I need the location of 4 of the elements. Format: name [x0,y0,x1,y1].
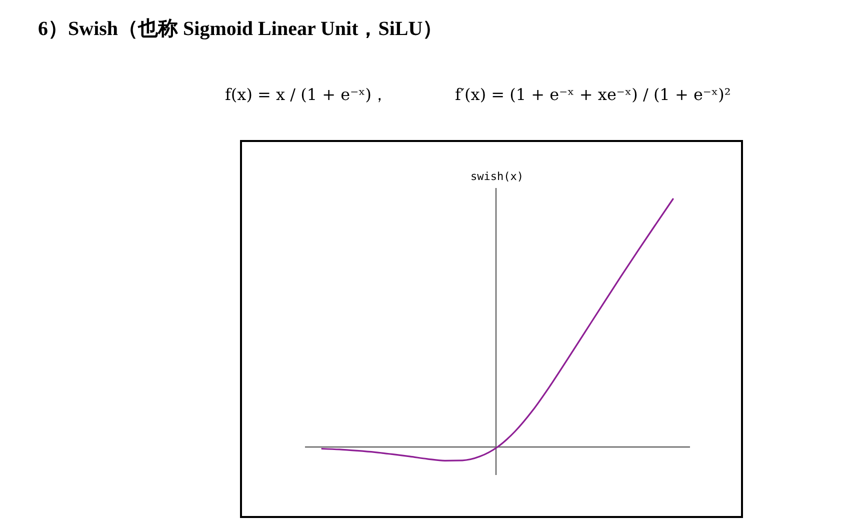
text: f(x) = x / (1 + e⁻ˣ)， [225,85,388,104]
y-axis-title: swish(x) [470,170,524,183]
chart-title: 6）Swish（也称 Sigmoid Linear Unit，SiLU） [38,18,443,40]
text: f′(x) = (1 + e⁻ˣ + xe⁻ˣ) / (1 + e⁻ˣ)² [455,85,731,104]
